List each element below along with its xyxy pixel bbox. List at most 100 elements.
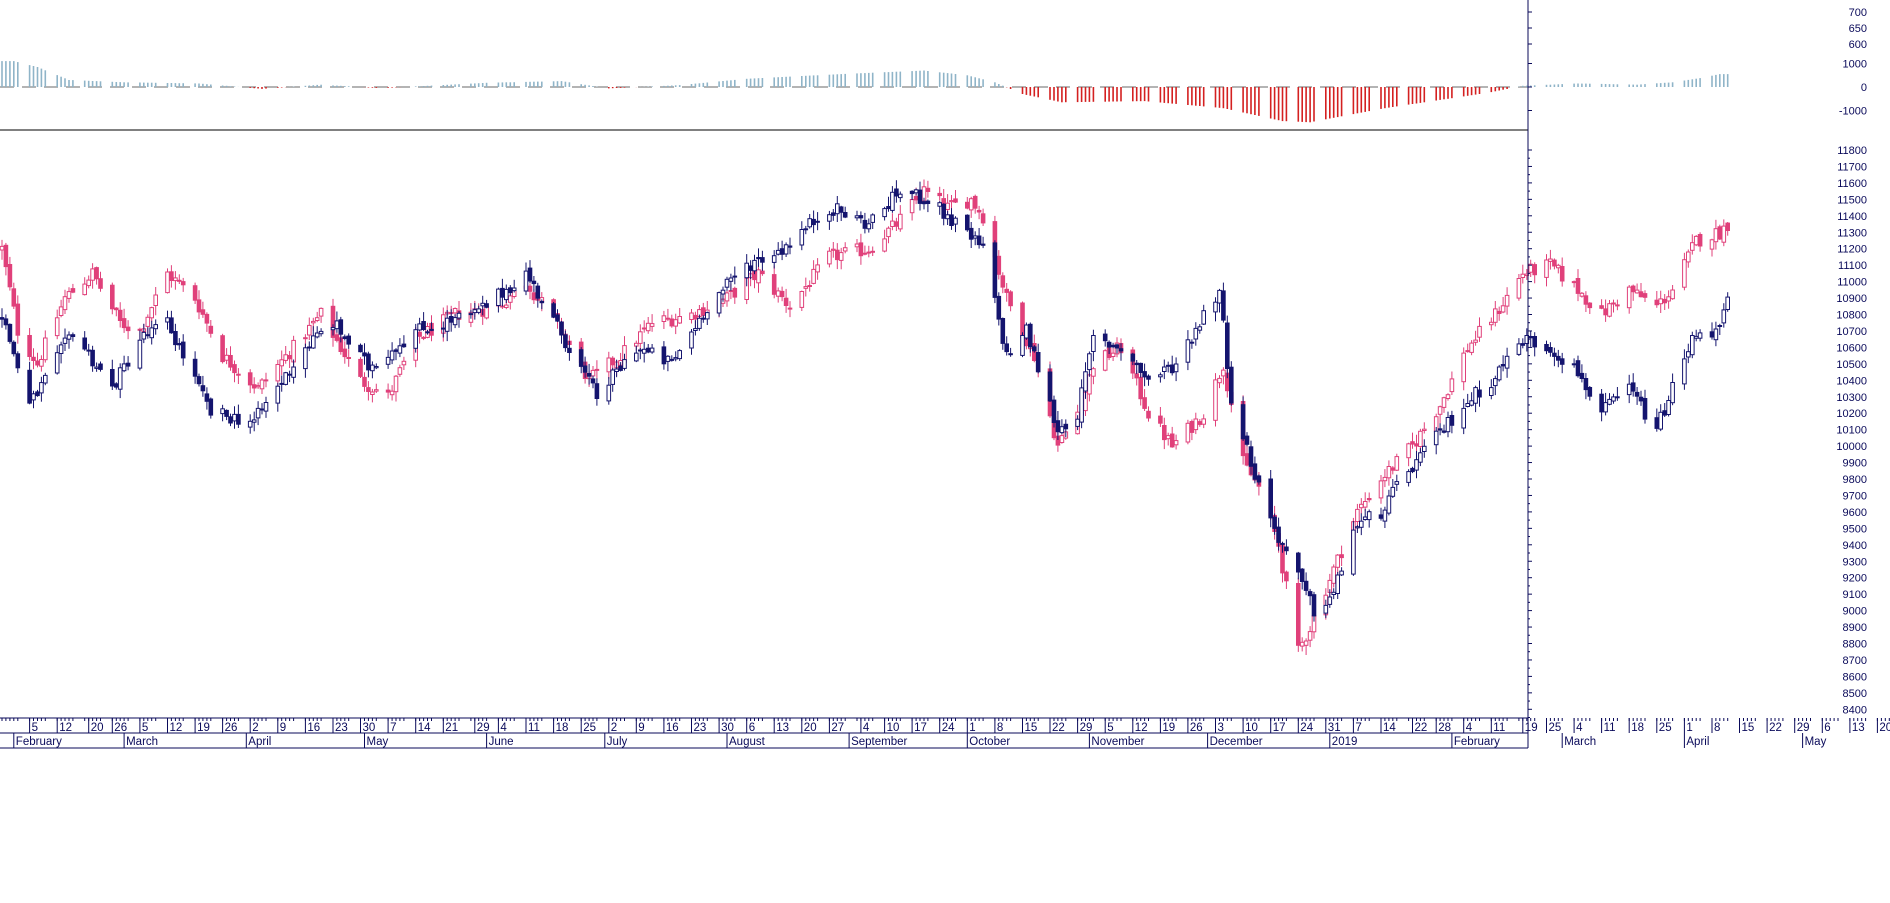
candle-body <box>854 243 860 248</box>
candle-body <box>673 319 679 327</box>
candle-body <box>476 308 481 313</box>
x-day-label: 3 <box>1218 722 1224 734</box>
candle-body <box>1583 295 1589 305</box>
candle-body <box>421 321 426 330</box>
candle-body <box>815 220 820 223</box>
candle-body <box>894 188 899 197</box>
candle-body <box>1201 310 1207 325</box>
primary-candles <box>0 180 1731 622</box>
candle-body <box>527 267 533 282</box>
candle-body <box>724 278 730 288</box>
candle-body <box>1110 344 1116 348</box>
candle-body <box>1670 382 1675 404</box>
candle-body <box>1489 387 1494 397</box>
candle-body <box>1575 360 1581 377</box>
candle-body <box>98 363 103 370</box>
candle-body <box>1496 366 1502 381</box>
candle-body <box>1449 378 1455 393</box>
candle-body <box>180 341 186 359</box>
x-day-label: 26 <box>225 722 238 734</box>
candle-body <box>1654 417 1660 429</box>
candle-body <box>1603 402 1608 413</box>
candle-body <box>1020 335 1025 356</box>
candle-body <box>760 257 765 263</box>
candle-body <box>330 327 336 331</box>
osc-upper-tick-label: 700 <box>1849 7 1867 19</box>
candle-body <box>1615 304 1620 307</box>
price-tick-label: 10800 <box>1836 310 1867 322</box>
candle-body <box>1410 441 1415 445</box>
price-tick-label: 9200 <box>1843 573 1867 585</box>
candle-body <box>1626 383 1632 396</box>
candle-body <box>1638 396 1644 402</box>
candle-body <box>236 413 241 425</box>
candle-body <box>1256 475 1262 483</box>
x-day-label: 19 <box>1162 722 1175 734</box>
candle-body <box>247 420 253 428</box>
candle-body <box>618 365 623 371</box>
candle-body <box>1142 397 1147 409</box>
osc-upper-tick-label: 600 <box>1849 39 1867 51</box>
candle-body <box>452 308 458 314</box>
candle-body <box>342 336 348 339</box>
candle-body <box>1146 375 1151 380</box>
candle-body <box>1520 343 1526 346</box>
candle-body <box>259 408 265 411</box>
x-day-label: 14 <box>418 722 431 734</box>
candle-body <box>1504 294 1510 307</box>
candle-body <box>0 317 5 320</box>
candle-body <box>1138 362 1144 373</box>
candle-body <box>1662 410 1668 416</box>
candle-body <box>1465 403 1471 407</box>
candle-body <box>689 312 694 320</box>
candle-body <box>283 372 288 385</box>
candle-body <box>531 292 537 301</box>
candle-body <box>291 339 296 363</box>
candle-body <box>1158 374 1163 378</box>
candle-body <box>913 195 919 201</box>
candle-body <box>1587 302 1593 309</box>
candle-body <box>1682 259 1687 288</box>
candle-body <box>1217 289 1222 304</box>
x-day-label: 13 <box>1852 722 1865 734</box>
candle-body <box>279 359 284 367</box>
candle-body <box>1477 389 1482 398</box>
candle-body <box>1630 382 1636 392</box>
candle-body <box>1642 398 1648 420</box>
candle-body <box>1268 478 1274 519</box>
price-tick-label: 11700 <box>1837 161 1867 173</box>
candle-body <box>1406 443 1411 459</box>
candle-body <box>771 255 777 263</box>
candle-body <box>803 286 809 289</box>
candle-body <box>7 264 13 288</box>
x-day-label: 17 <box>914 722 927 734</box>
candle-body <box>11 341 17 355</box>
candle-body <box>220 408 225 415</box>
candle-body <box>425 331 430 334</box>
candle-body <box>1217 377 1222 384</box>
candle-body <box>775 249 781 255</box>
candle-body <box>70 334 76 338</box>
candle-body <box>508 295 513 303</box>
candle-body <box>472 309 478 314</box>
candle-body <box>815 264 820 273</box>
candle-body <box>886 206 891 210</box>
x-month-label: February <box>16 736 62 748</box>
x-day-label: 16 <box>666 722 679 734</box>
x-day-label: 29 <box>1797 722 1810 734</box>
candle-body <box>870 214 876 223</box>
candle-body <box>39 382 44 394</box>
candle-body <box>334 320 340 330</box>
candle-body <box>145 316 151 327</box>
candle-body <box>1004 343 1010 353</box>
x-day-label: 24 <box>1300 722 1313 734</box>
candle-body <box>192 358 198 377</box>
candle-body <box>559 321 564 336</box>
candle-body <box>1552 352 1557 357</box>
candle-body <box>1575 278 1581 294</box>
x-day-label: 25 <box>1659 722 1672 734</box>
candle-body <box>307 346 312 349</box>
x-day-label: 12 <box>1135 722 1148 734</box>
